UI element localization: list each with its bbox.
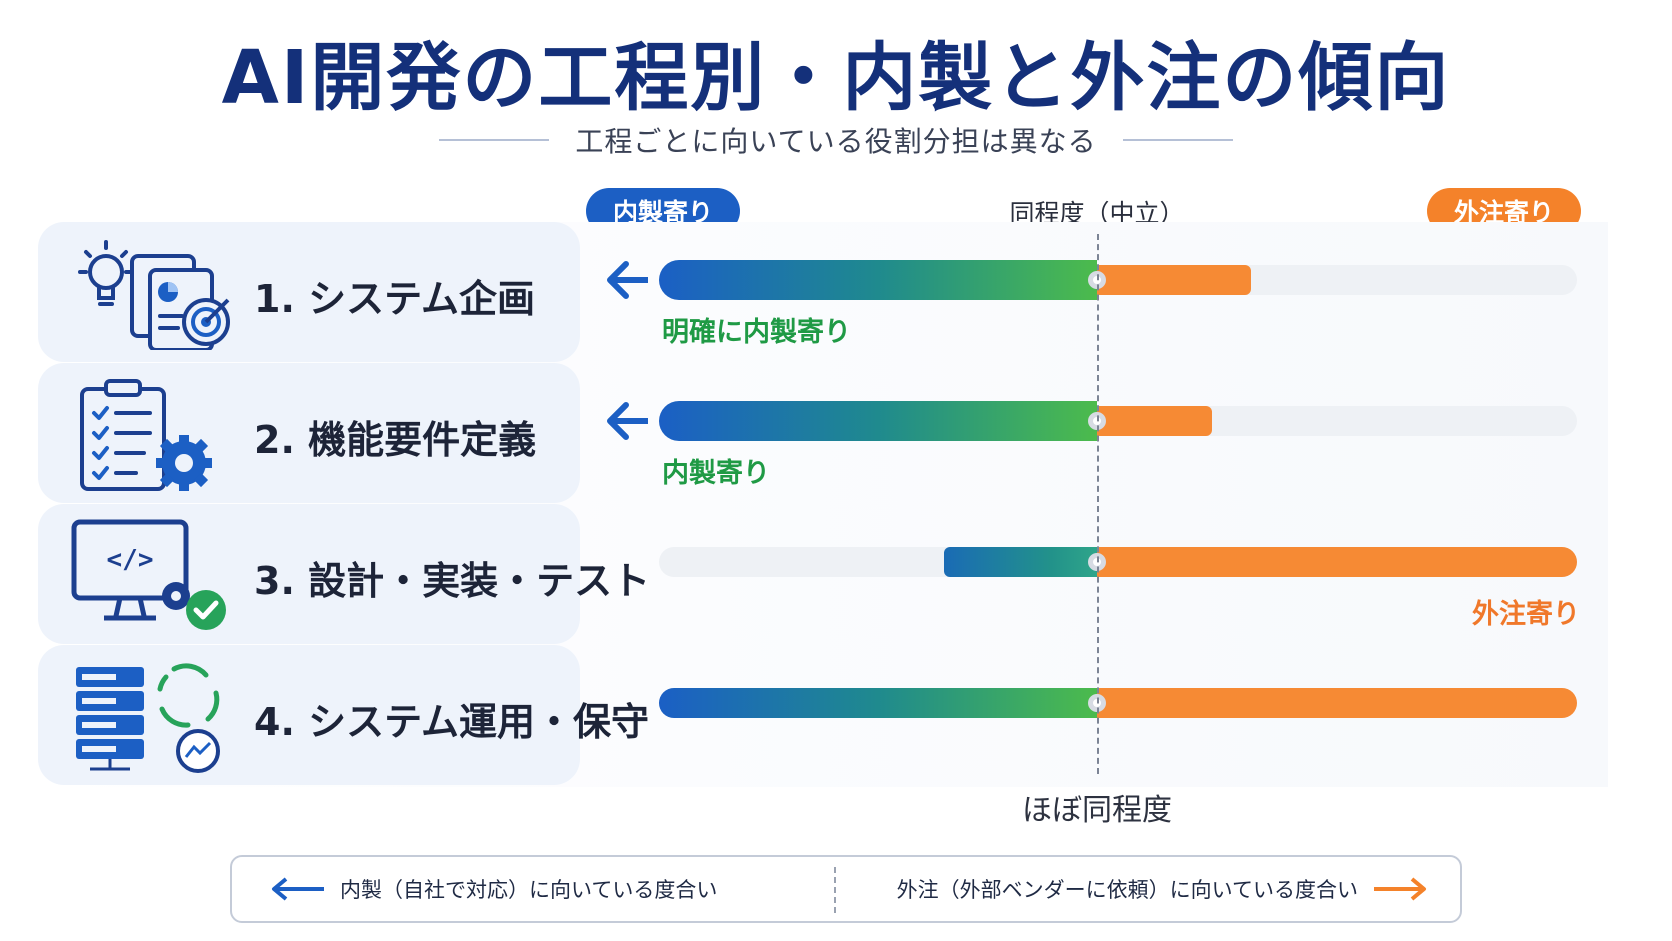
process-step-label: 4. システム運用・保守: [254, 700, 649, 744]
neutral-center-line: [1097, 234, 1099, 774]
svg-text:</>: </>: [107, 545, 154, 575]
arrow-left-icon: [604, 401, 650, 441]
inhouse-bar: [659, 401, 1097, 441]
inhouse-bar: [659, 688, 1097, 718]
legend-box: 内製（自社で対応）に向いている度合い 外注（外部ベンダーに依頼）に向いている度合…: [230, 855, 1462, 923]
process-verdict-label: ほぼ同程度: [1022, 793, 1172, 828]
arrow-right-icon: [1374, 877, 1426, 901]
arrow-left-icon: [272, 877, 324, 901]
process-card: 1. システム企画: [38, 222, 580, 362]
inhouse-bar: [944, 547, 1097, 577]
clipboard-checklist-gear-icon: [66, 377, 236, 491]
monitor-code-check-icon: </>: [66, 518, 236, 632]
process-verdict-label: 明確に内製寄り: [662, 317, 851, 348]
process-card: 4. システム運用・保守: [38, 645, 649, 785]
subtitle-row: 工程ごとに向いている役割分担は異なる: [0, 120, 1672, 160]
subtitle-divider-left: [439, 139, 550, 141]
page-title: AI開発の工程別・内製と外注の傾向: [221, 35, 1451, 121]
process-card: 2. 機能要件定義: [38, 363, 580, 503]
arrow-left-icon: [604, 260, 650, 300]
process-card: </> 3. 設計・実装・テスト: [38, 504, 650, 644]
outsource-bar: [1097, 265, 1251, 295]
legend-outsource: 外注（外部ベンダーに依頼）に向いている度合い: [897, 857, 1430, 921]
legend-inhouse: 内製（自社で対応）に向いている度合い: [268, 857, 717, 921]
process-step-label: 1. システム企画: [254, 277, 535, 321]
process-step-label: 3. 設計・実装・テスト: [254, 559, 651, 603]
process-verdict-label: 内製寄り: [662, 458, 770, 489]
legend-inhouse-text: 内製（自社で対応）に向いている度合い: [340, 878, 718, 902]
server-cycle-monitoring-icon: [66, 659, 236, 773]
process-step-label: 2. 機能要件定義: [254, 418, 537, 462]
legend-divider: [834, 867, 836, 913]
subtitle-divider-right: [1122, 139, 1233, 141]
outsource-bar: [1097, 547, 1577, 577]
legend-outsource-text: 外注（外部ベンダーに依頼）に向いている度合い: [896, 878, 1358, 902]
outsource-bar: [1097, 406, 1212, 436]
outsource-bar: [1097, 688, 1577, 718]
inhouse-bar: [659, 260, 1097, 300]
process-verdict-label: 外注寄り: [1472, 599, 1580, 630]
subtitle: 工程ごとに向いている役割分担は異なる: [575, 125, 1097, 158]
lightbulb-document-target-icon: [66, 236, 236, 352]
